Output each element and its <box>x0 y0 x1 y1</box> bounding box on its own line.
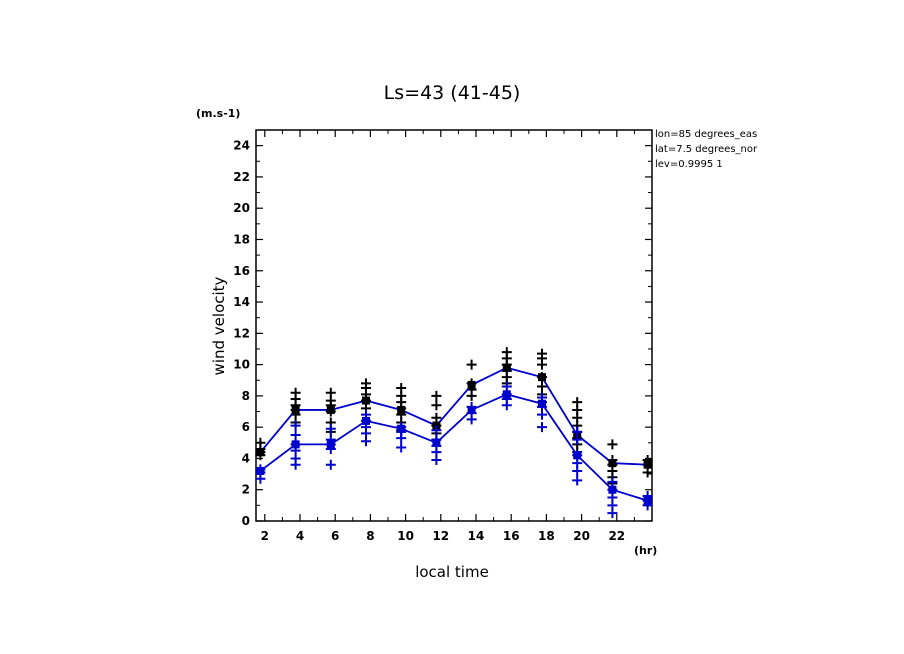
sample-cross <box>537 381 547 392</box>
sample-cross <box>325 459 336 470</box>
sample-cross <box>431 400 442 411</box>
info-lon: lon=85 degrees_eas <box>655 129 757 140</box>
sample-cross <box>325 423 336 434</box>
x-axis-label: local time <box>415 563 489 581</box>
sample-cross <box>572 397 583 408</box>
mean-point <box>362 396 370 405</box>
x-tick-label: 4 <box>296 529 304 543</box>
x-tick-label: 8 <box>366 529 374 543</box>
mean-point <box>397 424 406 433</box>
chart-title: Ls=43 (41-45) <box>384 82 521 104</box>
y-tick-label: 8 <box>242 389 250 403</box>
x-tick-label: 10 <box>397 529 414 543</box>
mean-point <box>326 440 335 449</box>
sample-cross <box>607 439 618 450</box>
sample-cross <box>431 412 442 423</box>
sample-cross <box>501 347 512 358</box>
sample-cross <box>325 387 336 398</box>
sample-cross <box>607 476 618 487</box>
sample-cross <box>572 426 583 437</box>
x-tick-label: 14 <box>468 529 485 543</box>
mean-point <box>256 466 265 475</box>
mean-point <box>608 485 617 494</box>
y-tick-label: 18 <box>233 232 250 246</box>
y-unit-label: (m.s-1) <box>196 107 240 120</box>
sample-cross <box>431 390 442 401</box>
info-lat: lat=7.5 degrees_nor <box>655 144 758 155</box>
mean-point <box>326 405 335 414</box>
y-tick-label: 4 <box>242 451 250 465</box>
y-axis-label: wind velocity <box>210 276 228 375</box>
sample-cross <box>290 387 301 398</box>
sample-cross <box>396 383 407 394</box>
info-lev: lev=0.9995 1 <box>655 159 723 170</box>
sample-cross <box>361 378 371 389</box>
series-line <box>259 393 648 502</box>
sample-cross <box>290 429 301 440</box>
y-tick-label: 16 <box>233 264 250 278</box>
y-tick-label: 2 <box>242 483 250 497</box>
y-tick-label: 12 <box>233 326 250 340</box>
sample-cross <box>290 420 301 431</box>
y-tick-label: 20 <box>233 201 250 215</box>
x-tick-label: 2 <box>261 529 269 543</box>
mean-point <box>573 451 582 460</box>
mean-point <box>467 405 476 414</box>
sample-cross <box>537 348 547 359</box>
sample-cross <box>501 381 512 392</box>
sample-cross <box>396 442 407 453</box>
sample-cross <box>466 359 477 370</box>
mean-point <box>291 440 300 449</box>
mean-point <box>643 460 652 469</box>
sample-cross <box>255 437 266 448</box>
series-0 <box>255 347 653 489</box>
x-tick-label: 16 <box>503 529 520 543</box>
x-tick-label: 22 <box>608 529 625 543</box>
x-tick-label: 18 <box>538 529 555 543</box>
series-1 <box>255 381 653 519</box>
mean-point <box>432 438 441 447</box>
mean-point <box>538 373 546 382</box>
x-tick-label: 6 <box>331 529 339 543</box>
y-tick-label: 24 <box>233 139 250 153</box>
sample-cross <box>537 422 547 433</box>
sample-cross <box>431 425 442 436</box>
mean-point <box>362 416 370 425</box>
mean-point <box>502 363 511 372</box>
y-tick-label: 0 <box>242 514 250 528</box>
y-tick-label: 22 <box>233 170 250 184</box>
series-line <box>259 366 648 466</box>
mean-point <box>291 405 300 414</box>
y-tick-label: 6 <box>242 420 250 434</box>
mean-point <box>502 390 511 399</box>
mean-point <box>256 448 265 457</box>
mean-point <box>467 380 476 389</box>
x-tick-label: 20 <box>573 529 590 543</box>
x-tick-label: 12 <box>432 529 449 543</box>
mean-point <box>397 405 406 414</box>
x-unit-label: (hr) <box>634 544 657 557</box>
mean-point <box>608 459 617 468</box>
y-tick-label: 10 <box>233 358 250 372</box>
sample-cross <box>572 475 583 486</box>
mean-point <box>643 496 652 505</box>
y-tick-label: 14 <box>233 295 250 309</box>
plot-frame <box>255 129 653 522</box>
mean-point <box>538 399 546 408</box>
